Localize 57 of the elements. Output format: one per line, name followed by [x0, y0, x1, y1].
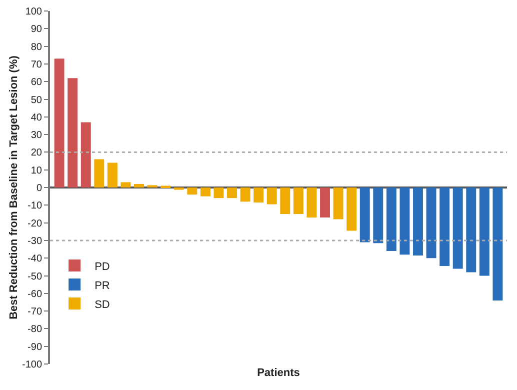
y-tick-label: 0 — [36, 183, 42, 194]
bar — [360, 188, 370, 242]
bar — [400, 188, 410, 255]
y-tick-label: 100 — [25, 6, 42, 18]
bar — [200, 188, 210, 196]
bar — [426, 188, 436, 258]
legend-label: SD — [94, 298, 110, 311]
bar — [306, 188, 317, 218]
x-axis-title: Patients — [257, 367, 300, 380]
bar — [266, 188, 277, 204]
bar — [254, 188, 264, 202]
bar — [320, 188, 330, 218]
y-tick-label: 60 — [30, 77, 42, 88]
y-tick-label: -20 — [28, 218, 42, 230]
bar — [386, 188, 396, 252]
bar — [373, 188, 384, 244]
bar — [120, 182, 131, 188]
y-tick-label: 30 — [30, 130, 42, 142]
y-tick-label: -60 — [28, 288, 42, 300]
bar — [479, 188, 490, 276]
bar — [413, 188, 423, 256]
bar — [227, 188, 237, 198]
y-tick-label: 20 — [30, 148, 42, 159]
bar — [54, 58, 64, 188]
bar — [452, 188, 463, 269]
y-tick-label: -80 — [28, 324, 42, 336]
bar — [134, 184, 144, 188]
bar — [68, 78, 78, 188]
bar — [280, 188, 290, 214]
bar — [333, 188, 344, 220]
bar — [187, 188, 198, 195]
bar — [293, 188, 304, 214]
y-tick-label: -10 — [28, 200, 42, 212]
y-tick-label: 80 — [30, 42, 42, 53]
bar — [346, 188, 357, 231]
y-tick-label: -50 — [28, 271, 42, 282]
bar — [240, 188, 250, 202]
legend-label: PR — [94, 280, 110, 292]
bar — [466, 188, 476, 272]
bar — [94, 159, 104, 188]
bar — [492, 188, 503, 300]
bar — [80, 122, 91, 188]
y-tick-label: -40 — [28, 254, 42, 265]
y-tick-label: -100 — [22, 360, 42, 370]
y-tick-label: 70 — [30, 59, 42, 70]
y-tick-label: 10 — [30, 165, 42, 176]
y-tick-label: -90 — [28, 342, 42, 353]
y-tick-label: 40 — [30, 112, 42, 124]
y-tick-label: 90 — [30, 24, 42, 36]
legend-label: PD — [94, 260, 110, 273]
y-tick-label: -70 — [28, 306, 42, 318]
y-axis-title: Best Reduction from Baseline in Target Lesion (%) — [8, 55, 20, 320]
y-tick-label: -30 — [28, 236, 42, 247]
bar — [214, 188, 224, 198]
bar — [440, 188, 450, 266]
y-tick-label: 50 — [30, 94, 42, 106]
bar — [107, 162, 118, 188]
